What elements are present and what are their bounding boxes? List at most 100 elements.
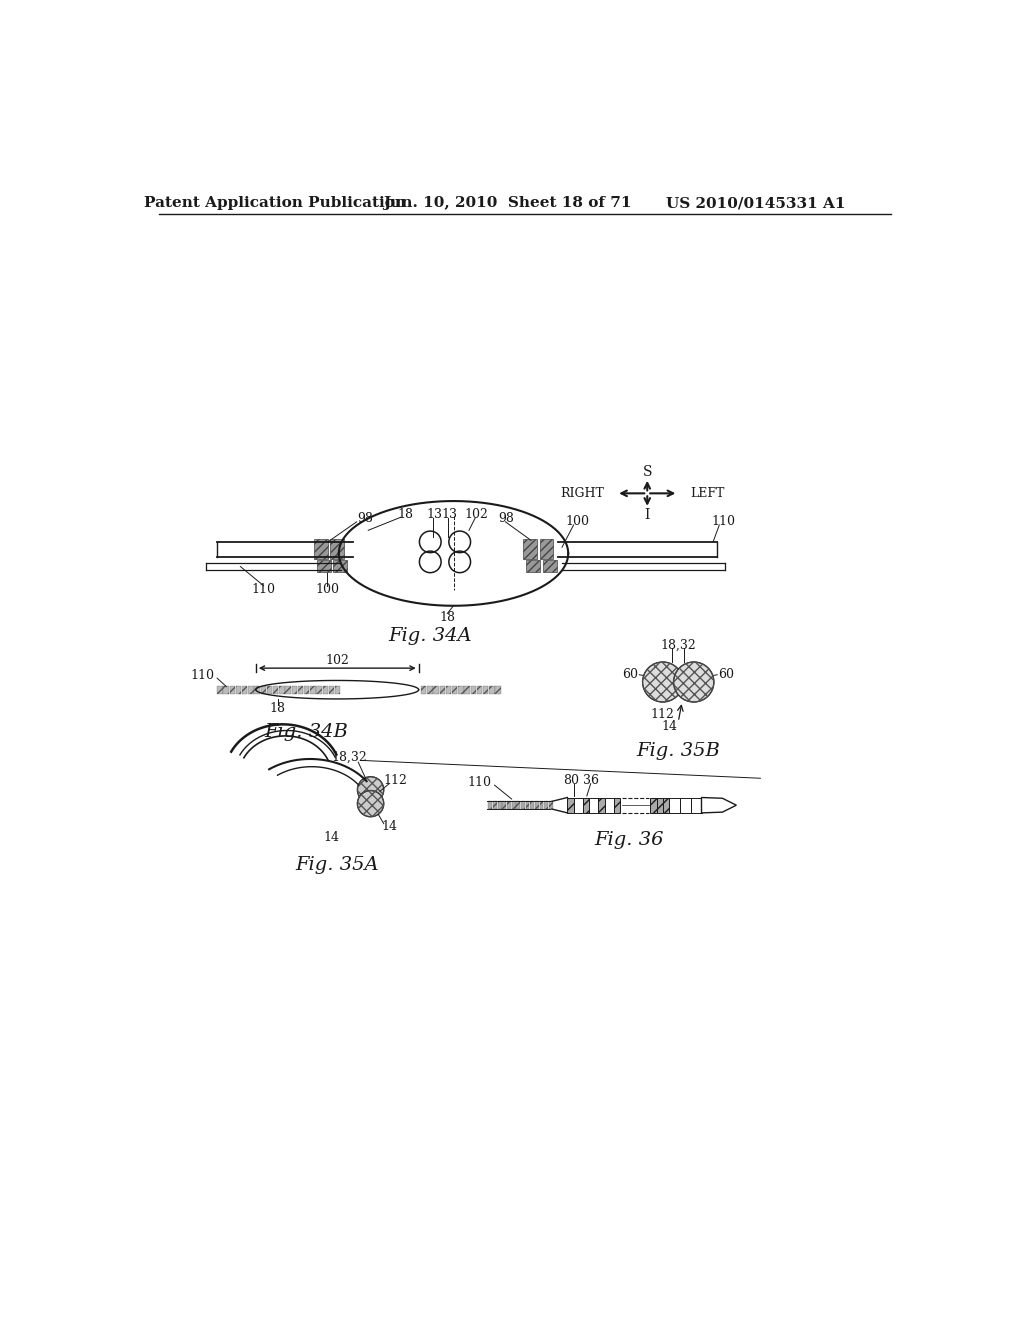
Text: 110: 110 xyxy=(252,583,275,597)
Bar xyxy=(512,801,515,809)
Text: Jun. 10, 2010  Sheet 18 of 71: Jun. 10, 2010 Sheet 18 of 71 xyxy=(384,197,632,210)
Bar xyxy=(614,797,621,813)
Bar xyxy=(292,686,297,693)
Circle shape xyxy=(674,663,714,702)
Bar xyxy=(266,686,272,693)
Bar xyxy=(223,686,228,693)
Bar xyxy=(483,686,488,693)
Text: 13: 13 xyxy=(426,508,442,520)
Bar xyxy=(589,797,598,813)
Text: 18: 18 xyxy=(397,508,414,520)
Bar xyxy=(433,686,438,693)
Bar xyxy=(526,560,541,572)
Text: 18,32: 18,32 xyxy=(331,751,367,764)
Bar xyxy=(335,686,340,693)
Polygon shape xyxy=(701,797,736,813)
Bar xyxy=(650,797,656,813)
Bar xyxy=(273,686,279,693)
Bar xyxy=(329,686,334,693)
Bar xyxy=(331,539,344,558)
Text: Fig. 34A: Fig. 34A xyxy=(388,627,472,644)
Bar xyxy=(488,801,493,809)
Circle shape xyxy=(643,663,683,702)
Text: 98: 98 xyxy=(357,512,373,525)
Bar xyxy=(656,797,663,813)
Text: 110: 110 xyxy=(467,776,492,788)
Bar xyxy=(471,686,476,693)
Text: 18: 18 xyxy=(439,611,456,624)
Text: 110: 110 xyxy=(190,669,215,682)
Bar xyxy=(254,686,260,693)
Bar xyxy=(427,686,432,693)
Text: 13: 13 xyxy=(441,508,458,520)
Bar xyxy=(317,560,331,572)
Bar xyxy=(663,797,669,813)
Text: 14: 14 xyxy=(381,820,397,833)
Text: S: S xyxy=(642,465,652,479)
Bar xyxy=(421,686,426,693)
Bar xyxy=(496,686,501,693)
Bar xyxy=(498,801,502,809)
Text: US 2010/0145331 A1: US 2010/0145331 A1 xyxy=(666,197,846,210)
Bar xyxy=(217,686,222,693)
Bar xyxy=(334,560,347,572)
Text: 110: 110 xyxy=(712,515,735,528)
Bar xyxy=(549,801,553,809)
Bar xyxy=(489,686,495,693)
Circle shape xyxy=(357,776,384,803)
Bar xyxy=(521,801,524,809)
Text: 18,32: 18,32 xyxy=(660,639,696,652)
Text: I: I xyxy=(644,508,650,521)
Bar xyxy=(260,686,266,693)
Bar xyxy=(242,686,248,693)
Bar xyxy=(516,801,520,809)
Text: 60: 60 xyxy=(623,668,638,681)
Bar xyxy=(458,686,464,693)
Text: 102: 102 xyxy=(326,653,349,667)
Circle shape xyxy=(357,791,384,817)
Bar xyxy=(452,686,458,693)
Bar xyxy=(248,686,254,693)
Bar xyxy=(573,797,583,813)
Bar xyxy=(544,801,548,809)
Bar xyxy=(298,686,303,693)
Bar xyxy=(680,797,690,813)
Bar xyxy=(523,539,538,558)
Text: 100: 100 xyxy=(565,515,590,528)
Text: 98: 98 xyxy=(499,512,514,525)
Bar xyxy=(540,539,554,558)
Bar xyxy=(530,801,535,809)
Bar xyxy=(304,686,309,693)
Bar xyxy=(310,686,315,693)
Bar xyxy=(525,801,529,809)
Text: RIGHT: RIGHT xyxy=(561,487,604,500)
Bar xyxy=(323,686,328,693)
Text: 14: 14 xyxy=(324,832,340,843)
Bar xyxy=(543,560,557,572)
Text: 102: 102 xyxy=(465,508,488,520)
Text: LEFT: LEFT xyxy=(690,487,724,500)
Text: Fig. 35B: Fig. 35B xyxy=(636,742,720,760)
Text: 112: 112 xyxy=(651,708,675,721)
Bar xyxy=(464,686,470,693)
Text: 100: 100 xyxy=(315,583,339,597)
Bar xyxy=(669,797,680,813)
Bar xyxy=(567,797,573,813)
Bar xyxy=(507,801,511,809)
Bar xyxy=(229,686,234,693)
Bar xyxy=(583,797,589,813)
Bar xyxy=(690,797,701,813)
Text: 80: 80 xyxy=(563,774,580,787)
Bar xyxy=(503,801,506,809)
Text: 36: 36 xyxy=(583,774,599,787)
Text: 60: 60 xyxy=(718,668,734,681)
Bar xyxy=(439,686,445,693)
Text: Fig. 36: Fig. 36 xyxy=(595,830,665,849)
Text: 14: 14 xyxy=(660,721,677,733)
Bar xyxy=(598,797,604,813)
Bar xyxy=(477,686,482,693)
Bar xyxy=(314,539,328,558)
Bar xyxy=(445,686,452,693)
Text: Fig. 34B: Fig. 34B xyxy=(264,723,348,741)
Bar xyxy=(535,801,539,809)
